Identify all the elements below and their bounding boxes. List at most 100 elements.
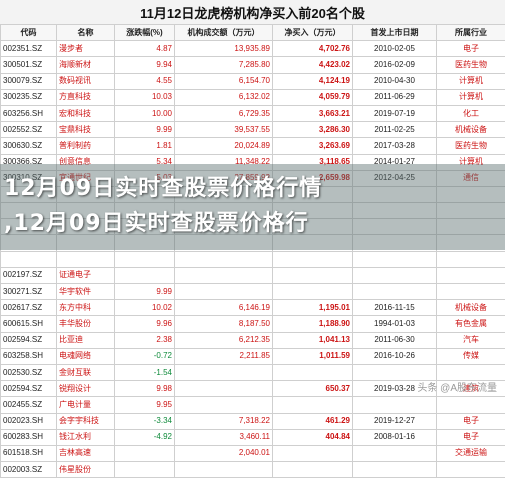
cell-name: 海顺新材	[57, 57, 115, 73]
cell-change	[115, 462, 175, 478]
cell-net-buy: 650.37	[273, 381, 353, 397]
cell-industry: 机械设备	[437, 122, 505, 138]
cell-list-date: 2008-01-16	[353, 429, 437, 445]
cell-name: 宏和科技	[57, 105, 115, 121]
cell-change: 4.87	[115, 41, 175, 57]
cell-change	[115, 251, 175, 267]
cell-code: 300079.SZ	[1, 73, 57, 89]
cell-list-date	[353, 284, 437, 300]
stock-table-sheet: 11月12日龙虎榜机构净买入前20名个股 代码 名称 涨跌幅(%) 机构成交额（…	[0, 0, 505, 400]
cell-turnover	[175, 251, 273, 267]
cell-list-date: 2017-03-28	[353, 138, 437, 154]
cell-name: 方直科技	[57, 89, 115, 105]
cell-code: 300630.SZ	[1, 138, 57, 154]
cell-turnover: 7,285.80	[175, 57, 273, 73]
cell-change: 2.38	[115, 332, 175, 348]
cell-industry: 化工	[437, 105, 505, 121]
cell-net-buy: 1,195.01	[273, 300, 353, 316]
cell-code: 002351.SZ	[1, 41, 57, 57]
header-industry: 所属行业	[437, 25, 505, 41]
cell-name: 吉林高速	[57, 445, 115, 461]
cell-code: 600283.SH	[1, 429, 57, 445]
cell-turnover	[175, 397, 273, 413]
cell-list-date	[353, 397, 437, 413]
cell-code: 002594.SZ	[1, 332, 57, 348]
cell-code	[1, 251, 57, 267]
cell-name: 比亚迪	[57, 332, 115, 348]
cell-net-buy: 1,041.13	[273, 332, 353, 348]
header-list-date: 首发上市日期	[353, 25, 437, 41]
cell-turnover: 13,935.89	[175, 41, 273, 57]
cell-list-date: 2019-07-19	[353, 105, 437, 121]
header-net-buy: 净买入（万元）	[273, 25, 353, 41]
cell-name: 数码视讯	[57, 73, 115, 89]
cell-industry: 计算机	[437, 89, 505, 105]
cell-code: 002594.SZ	[1, 381, 57, 397]
header-turnover: 机构成交额（万元）	[175, 25, 273, 41]
cell-turnover: 3,460.11	[175, 429, 273, 445]
cell-net-buy	[273, 267, 353, 283]
cell-turnover: 2,040.01	[175, 445, 273, 461]
cell-list-date	[353, 462, 437, 478]
headline-line-1: 12月09日实时查股票价格行情	[4, 170, 501, 202]
cell-industry: 计算机	[437, 73, 505, 89]
cell-industry: 电子	[437, 429, 505, 445]
cell-net-buy: 4,124.19	[273, 73, 353, 89]
cell-list-date: 2019-12-27	[353, 413, 437, 429]
cell-name: 伟星股份	[57, 462, 115, 478]
cell-name: 锐翔设计	[57, 381, 115, 397]
cell-turnover: 20,024.89	[175, 138, 273, 154]
table-header-row: 代码 名称 涨跌幅(%) 机构成交额（万元） 净买入（万元） 首发上市日期 所属…	[1, 25, 505, 41]
header-change: 涨跌幅(%)	[115, 25, 175, 41]
cell-change: 10.02	[115, 300, 175, 316]
cell-change: 9.95	[115, 397, 175, 413]
cell-name: 漫步者	[57, 41, 115, 57]
cell-industry: 电子	[437, 413, 505, 429]
cell-change: 10.03	[115, 89, 175, 105]
cell-name: 会字宇科技	[57, 413, 115, 429]
cell-list-date	[353, 267, 437, 283]
stock-table: 代码 名称 涨跌幅(%) 机构成交额（万元） 净买入（万元） 首发上市日期 所属…	[0, 24, 505, 478]
cell-industry: 交通运输	[437, 445, 505, 461]
cell-industry	[437, 397, 505, 413]
cell-code: 300501.SZ	[1, 57, 57, 73]
cell-industry: 机械设备	[437, 300, 505, 316]
watermark: 头条 @A股东流量	[417, 379, 497, 394]
cell-name: 宝鼎科技	[57, 122, 115, 138]
cell-change: 9.99	[115, 122, 175, 138]
cell-name	[57, 251, 115, 267]
cell-net-buy: 1,188.90	[273, 316, 353, 332]
cell-name: 广电计量	[57, 397, 115, 413]
cell-net-buy: 1,011.59	[273, 348, 353, 364]
table-row	[1, 251, 505, 267]
cell-name: 证通电子	[57, 267, 115, 283]
cell-change: 4.55	[115, 73, 175, 89]
cell-list-date: 2011-06-29	[353, 89, 437, 105]
header-name: 名称	[57, 25, 115, 41]
cell-code: 002003.SZ	[1, 462, 57, 478]
cell-turnover	[175, 284, 273, 300]
table-title: 11月12日龙虎榜机构净买入前20名个股	[0, 0, 505, 25]
cell-industry	[437, 251, 505, 267]
cell-code: 300271.SZ	[1, 284, 57, 300]
cell-change	[115, 445, 175, 461]
cell-turnover: 39,537.55	[175, 122, 273, 138]
cell-net-buy: 3,263.69	[273, 138, 353, 154]
cell-change: 9.94	[115, 57, 175, 73]
cell-turnover	[175, 267, 273, 283]
cell-code: 603256.SH	[1, 105, 57, 121]
cell-list-date: 2011-02-25	[353, 122, 437, 138]
